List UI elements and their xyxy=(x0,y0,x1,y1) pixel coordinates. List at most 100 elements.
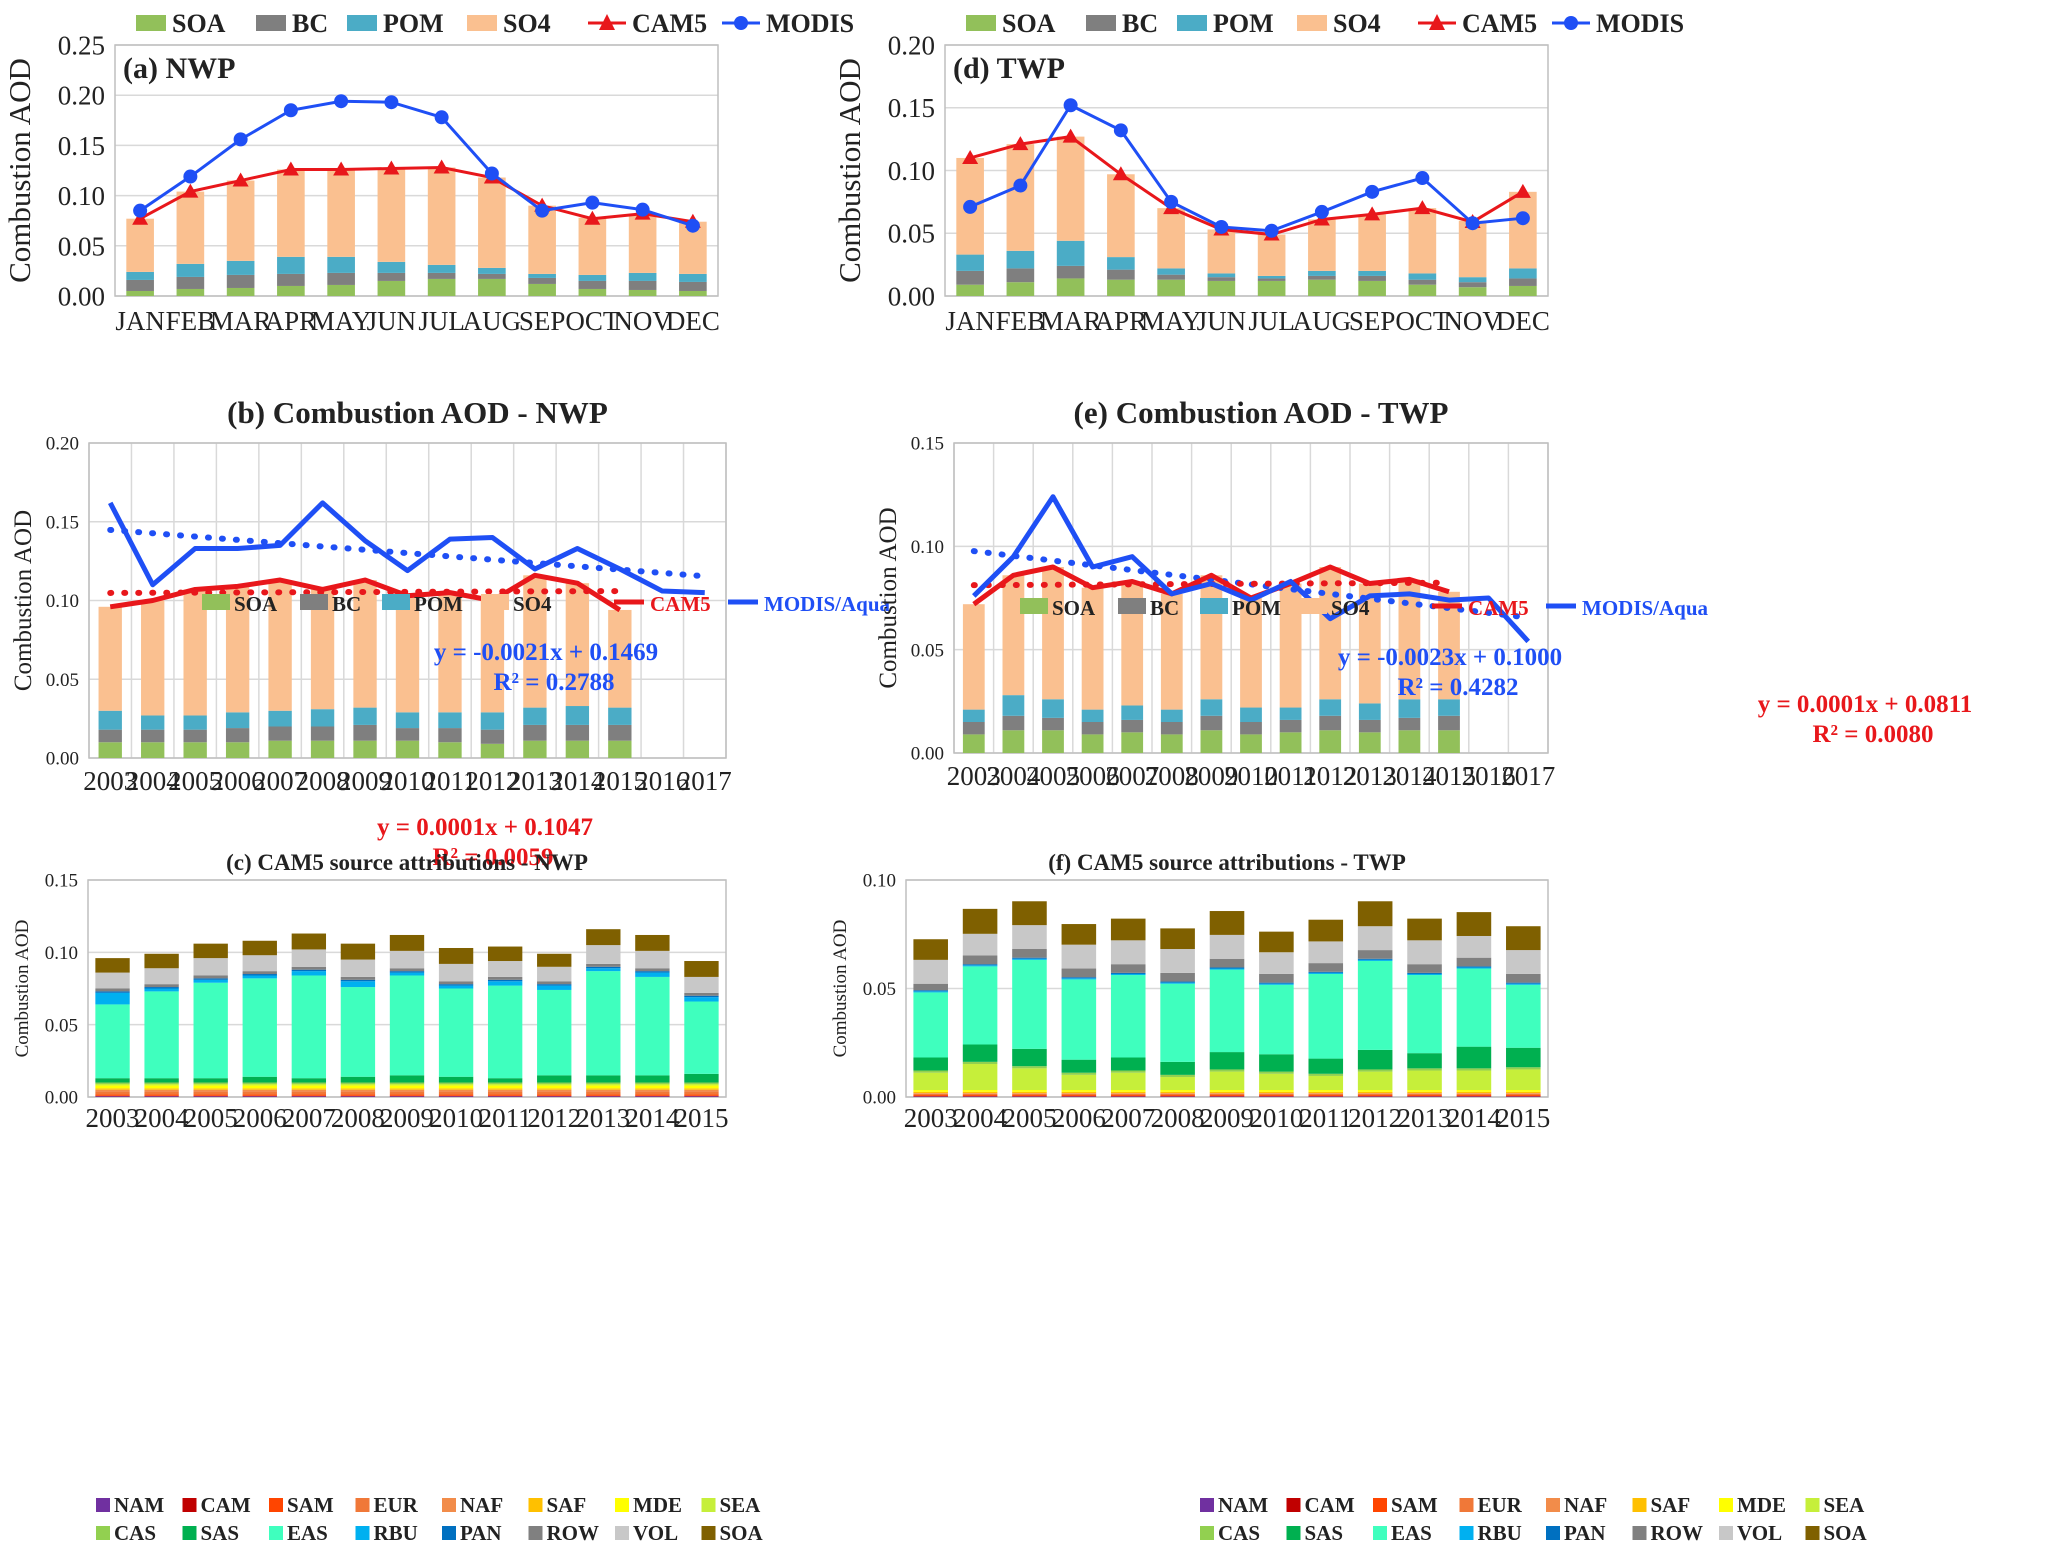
bar-segment-rbu xyxy=(389,972,425,976)
y-tick-label: 0.05 xyxy=(911,640,944,661)
bar-segment-soa xyxy=(327,284,355,296)
x-tick-label: 2010 xyxy=(429,1103,483,1133)
bar-segment-so4 xyxy=(962,604,985,710)
legend-label: SO4 xyxy=(503,9,551,38)
bar-segment-soa xyxy=(291,933,327,950)
bar-segment-pom xyxy=(226,260,255,275)
bar-segment-so4 xyxy=(1207,229,1236,274)
legend-label: CAS xyxy=(1218,1521,1260,1545)
bar-segment-so4 xyxy=(1240,598,1262,708)
x-tick-label: 2008 xyxy=(1145,761,1199,791)
y-tick-label: 0.15 xyxy=(911,434,944,455)
marker-circle xyxy=(1214,219,1229,234)
bar-segment-bc xyxy=(1160,722,1183,735)
bar-segment-rbu xyxy=(438,985,474,989)
bar-segment-eur xyxy=(193,1091,228,1095)
bar-segment-sam xyxy=(1407,1095,1442,1097)
bar-segment-rbu xyxy=(487,981,523,986)
legend-label: CAM5 xyxy=(1468,596,1529,620)
bar-segment-sas xyxy=(1506,1047,1541,1068)
bar-segment-bc xyxy=(962,722,985,735)
bar-segment-pom xyxy=(1408,273,1437,280)
bar-segment-nam xyxy=(242,1096,277,1097)
legend-swatch xyxy=(1020,598,1048,614)
bar-segment-soa xyxy=(1407,918,1442,941)
bar-segment-naf xyxy=(1012,1093,1047,1094)
bar-segment-vol xyxy=(586,945,621,964)
legend-label: SOA xyxy=(720,1521,764,1545)
legend-swatch xyxy=(1118,598,1146,614)
legend-swatch xyxy=(467,15,497,31)
bar-segment-soa xyxy=(95,958,130,973)
legend-swatch xyxy=(96,1526,110,1540)
bar-segment-cas xyxy=(586,1082,621,1084)
legend-swatch xyxy=(481,594,509,610)
bar-segment-row xyxy=(635,968,670,972)
bar-segment-so4 xyxy=(578,217,607,275)
bar-segment-vol xyxy=(95,972,130,989)
legend-label: EUR xyxy=(374,1493,419,1517)
x-tick-label: 2003 xyxy=(947,761,1001,791)
bar-segment-rbu xyxy=(1308,972,1344,974)
bar-segment-pan xyxy=(1259,982,1294,984)
x-tick-label: 2007 xyxy=(1105,761,1159,791)
bar-segment-soa xyxy=(1200,730,1223,753)
bar-segment-sam xyxy=(389,1094,425,1096)
bar-segment-pom xyxy=(1458,277,1487,283)
bar-segment-soa xyxy=(438,742,462,758)
x-tick-label: 2009 xyxy=(1200,1103,1254,1133)
marker-circle xyxy=(1113,123,1128,138)
bar-segment-pom xyxy=(1056,240,1085,266)
marker-triangle xyxy=(1112,166,1129,181)
bar-segment-sea xyxy=(1259,1073,1294,1091)
bar-segment-sam xyxy=(586,1094,621,1096)
legend-label: SO4 xyxy=(1331,596,1370,620)
bar-segment-sea xyxy=(487,1083,523,1086)
legend-label: CAM5 xyxy=(632,9,707,38)
x-tick-label: OCT xyxy=(565,306,620,336)
legend-label: CAM xyxy=(1305,1493,1355,1517)
bar-segment-pan xyxy=(291,969,327,972)
bar-segment-sas xyxy=(635,1075,670,1083)
bar-segment-rbu xyxy=(1061,978,1097,980)
bar-segment-soa xyxy=(1506,926,1541,951)
bar-segment-naf xyxy=(291,1089,327,1092)
legend-marker xyxy=(1429,14,1445,30)
bar-segment-rbu xyxy=(1209,968,1245,970)
x-tick-label: 2004 xyxy=(953,1103,1008,1133)
x-tick-label: 2008 xyxy=(296,766,350,796)
bar-segment-so4 xyxy=(1358,214,1386,271)
legend-swatch xyxy=(202,594,230,610)
x-tick-label: FEB xyxy=(996,306,1046,336)
bar-segment-sea xyxy=(1506,1069,1541,1091)
bar-segment-soa xyxy=(340,943,376,960)
y-tick-label: 0.10 xyxy=(888,156,935,186)
bar-segment-pan xyxy=(1308,971,1344,973)
bar-segment-bc xyxy=(1509,278,1537,286)
legend-label: EUR xyxy=(1478,1493,1523,1517)
bar-segment-so4 xyxy=(1408,208,1437,274)
bar-segment-sea xyxy=(1012,1068,1047,1091)
bar-segment-eas xyxy=(242,978,277,1077)
bar-segment-eas xyxy=(635,976,670,1076)
legend-label: PAN xyxy=(460,1521,502,1545)
bar-segment-vol xyxy=(1061,944,1097,969)
bar-segment-cas xyxy=(438,1082,474,1084)
bar-segment-soa xyxy=(478,278,506,296)
bar-segment-naf xyxy=(537,1089,572,1092)
legend-label: PAN xyxy=(1564,1521,1606,1545)
bar-segment-cas xyxy=(340,1082,376,1084)
x-tick-label: 2013 xyxy=(1398,1103,1452,1133)
bar-segment-rbu xyxy=(1506,983,1541,985)
bar-segment-pom xyxy=(1398,699,1421,718)
bar-segment-pom xyxy=(478,267,506,274)
bar-segment-mde xyxy=(537,1085,572,1089)
bar-segment-pom xyxy=(1160,709,1183,722)
bar-segment-bc xyxy=(1257,278,1286,281)
legend-swatch xyxy=(1373,1526,1387,1540)
y-tick-label: 0.15 xyxy=(45,871,78,892)
series-line-cam5 xyxy=(972,564,1450,607)
bar-segment-mde xyxy=(1259,1090,1294,1092)
bar-segment-bc xyxy=(183,729,207,743)
bar-segment-soa xyxy=(1081,734,1104,753)
